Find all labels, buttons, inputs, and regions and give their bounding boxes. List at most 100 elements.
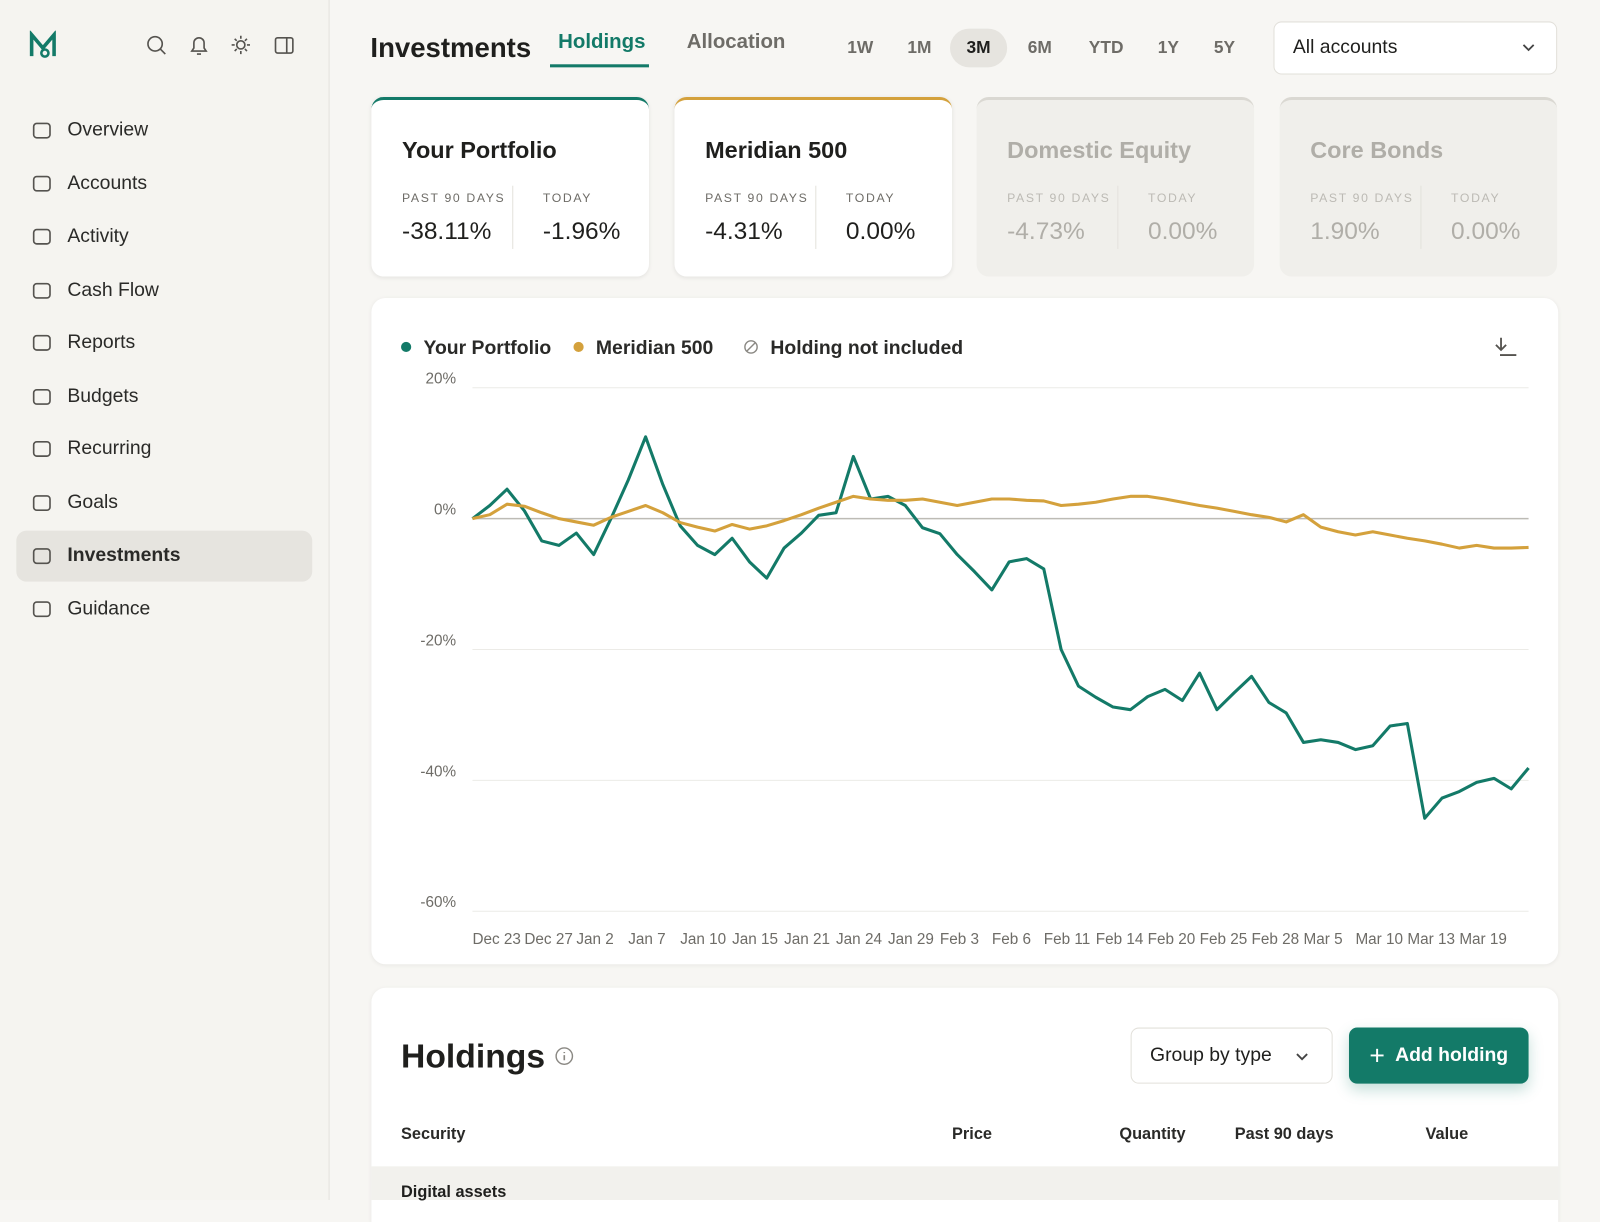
nav-item[interactable]: Budgets bbox=[16, 371, 312, 422]
download-icon[interactable] bbox=[1495, 337, 1517, 357]
nav-label: Activity bbox=[67, 225, 129, 247]
nav-item[interactable]: Accounts bbox=[16, 158, 312, 209]
nav-item[interactable]: Cash Flow bbox=[16, 265, 312, 316]
summary-card[interactable]: Core Bonds PAST 90 DAYS 1.90% TODAY 0.00% bbox=[1279, 96, 1558, 277]
card-value: -4.31% bbox=[705, 217, 783, 245]
nav-item[interactable]: Reports bbox=[16, 317, 312, 368]
group-label: Digital assets bbox=[401, 1183, 507, 1202]
logo bbox=[29, 30, 56, 58]
y-tick-label: -40% bbox=[420, 763, 456, 780]
card-value: 1.90% bbox=[1310, 217, 1380, 245]
nav-icon bbox=[32, 122, 51, 139]
card-label: PAST 90 DAYS bbox=[402, 190, 506, 206]
x-tick-label: Jan 29 bbox=[888, 931, 934, 948]
x-tick-label: Feb 28 bbox=[1252, 931, 1300, 948]
card-title: Your Portfolio bbox=[402, 136, 557, 164]
toolbar-icons[interactable] bbox=[143, 33, 301, 57]
range-button[interactable]: 6M bbox=[1027, 37, 1052, 58]
group-select-label: Group by type bbox=[1150, 1044, 1272, 1066]
legend-icon bbox=[744, 340, 758, 354]
tab[interactable]: Allocation bbox=[686, 30, 786, 54]
y-tick-label: 20% bbox=[425, 371, 456, 388]
nav-icon bbox=[32, 175, 51, 192]
legend-dot bbox=[573, 341, 584, 353]
card-value: 0.00% bbox=[1147, 217, 1218, 245]
nav-label: Reports bbox=[67, 331, 136, 354]
x-tick-label: Jan 21 bbox=[784, 931, 830, 948]
x-tick-label: Mar 10 bbox=[1355, 931, 1403, 948]
card-title: Core Bonds bbox=[1310, 136, 1444, 164]
y-tick-label: 0% bbox=[434, 502, 457, 519]
x-tick-label: Feb 14 bbox=[1096, 931, 1144, 948]
card-separator bbox=[512, 185, 514, 249]
nav-item[interactable]: Activity bbox=[16, 211, 312, 262]
chevron bbox=[1296, 1053, 1308, 1061]
x-tick-label: Mar 19 bbox=[1459, 931, 1507, 948]
card-label: PAST 90 DAYS bbox=[705, 190, 809, 206]
card-title: Domestic Equity bbox=[1007, 136, 1192, 164]
x-tick-label: Jan 7 bbox=[628, 931, 665, 948]
nav-item[interactable]: Recurring bbox=[16, 423, 312, 474]
nav-item[interactable]: Overview bbox=[16, 105, 312, 156]
page-title: Investments bbox=[370, 32, 532, 64]
range-button[interactable]: 1M bbox=[907, 37, 932, 58]
nav-label: Budgets bbox=[67, 385, 139, 408]
nav-item[interactable]: Investments bbox=[16, 530, 313, 582]
legend-label: Meridian 500 bbox=[596, 337, 713, 359]
column-header: Value bbox=[1425, 1125, 1469, 1143]
x-tick-label: Feb 25 bbox=[1200, 931, 1248, 948]
x-tick-label: Feb 6 bbox=[992, 931, 1031, 948]
column-header: Past 90 days bbox=[1234, 1125, 1334, 1143]
sidebar: Overview Accounts Activity Cash Flow Reports… bbox=[0, 0, 330, 1201]
summary-card[interactable]: Meridian 500 PAST 90 DAYS -4.31% TODAY 0.00% bbox=[674, 96, 953, 277]
range-button[interactable]: 1Y bbox=[1157, 37, 1179, 58]
group-select[interactable]: Group by type bbox=[1130, 1027, 1333, 1084]
nav-icon bbox=[32, 601, 51, 618]
column-header: Security bbox=[401, 1125, 466, 1143]
nav-icon bbox=[32, 334, 51, 351]
card-value: 0.00% bbox=[845, 217, 916, 245]
y-tick-label: -20% bbox=[420, 632, 456, 649]
card-label: TODAY bbox=[1451, 190, 1501, 206]
range-button[interactable]: 1W bbox=[847, 37, 874, 58]
series-line bbox=[472, 494, 1529, 550]
legend-label: Your Portfolio bbox=[423, 337, 551, 359]
info-icon[interactable] bbox=[554, 1046, 574, 1066]
card-label: TODAY bbox=[845, 190, 896, 206]
card-value: 0.00% bbox=[1451, 217, 1521, 245]
card-value: -4.73% bbox=[1007, 217, 1085, 245]
nav-icon bbox=[32, 495, 51, 512]
add-holding-button[interactable]: + Add holding bbox=[1348, 1027, 1529, 1084]
x-tick-label: Dec 23 bbox=[472, 931, 520, 948]
account-select[interactable]: All accounts bbox=[1273, 21, 1558, 75]
x-tick-label: Jan 24 bbox=[836, 931, 882, 948]
nav-icon bbox=[32, 282, 51, 299]
legend-dot bbox=[401, 341, 412, 353]
nav-label: Recurring bbox=[67, 437, 152, 460]
card-separator bbox=[1420, 185, 1422, 249]
nav-item[interactable]: Guidance bbox=[16, 584, 312, 635]
card-value: -1.96% bbox=[542, 217, 621, 245]
nav-item[interactable]: Goals bbox=[16, 478, 312, 529]
x-tick-label: Feb 3 bbox=[940, 931, 979, 948]
range-button[interactable]: YTD bbox=[1088, 37, 1124, 58]
card-label: TODAY bbox=[542, 190, 593, 206]
legend-note: Holding not included bbox=[770, 337, 963, 359]
summary-card[interactable]: Your Portfolio PAST 90 DAYS -38.11% TODAY -1… bbox=[371, 96, 649, 277]
column-header: Price bbox=[952, 1125, 992, 1143]
nav-icon bbox=[32, 441, 51, 457]
card-label: PAST 90 DAYS bbox=[1310, 190, 1414, 206]
series-line bbox=[471, 435, 1530, 820]
summary-card[interactable]: Domestic Equity PAST 90 DAYS -4.73% TODAY 0.… bbox=[976, 96, 1255, 277]
range-button[interactable]: 3M bbox=[950, 28, 1008, 68]
nav-label: Guidance bbox=[67, 597, 151, 620]
legend-icon bbox=[746, 342, 756, 352]
nav-label: Overview bbox=[67, 119, 149, 141]
nav-icon bbox=[32, 388, 51, 405]
add-holding-label: Add holding bbox=[1395, 1044, 1509, 1066]
range-button[interactable]: 5Y bbox=[1213, 37, 1236, 58]
card-separator bbox=[815, 185, 817, 249]
card-label: TODAY bbox=[1147, 190, 1198, 206]
tab[interactable]: Holdings bbox=[558, 30, 646, 54]
x-tick-label: Feb 20 bbox=[1148, 931, 1196, 948]
